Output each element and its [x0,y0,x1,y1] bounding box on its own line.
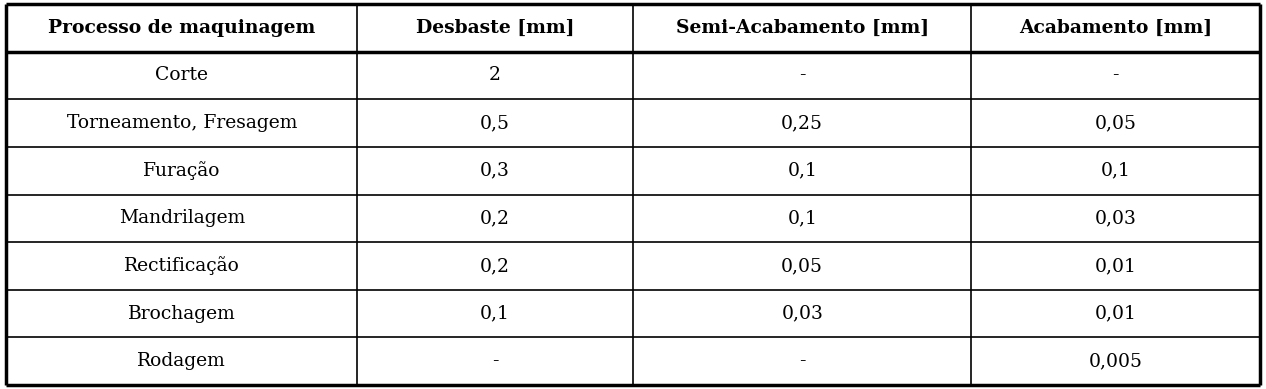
Text: Rectificação: Rectificação [124,256,239,275]
Text: -: - [799,67,805,84]
Text: 0,005: 0,005 [1089,352,1142,370]
Text: 0,1: 0,1 [480,305,510,322]
Text: 0,05: 0,05 [1095,114,1137,132]
Text: Mandrilagem: Mandrilagem [119,209,244,227]
Text: 0,03: 0,03 [1095,209,1137,227]
Text: Processo de maquinagem: Processo de maquinagem [48,19,315,37]
Text: 0,2: 0,2 [480,257,510,275]
Text: Brochagem: Brochagem [128,305,235,322]
Text: Corte: Corte [156,67,209,84]
Text: Rodagem: Rodagem [138,352,227,370]
Text: 2: 2 [489,67,501,84]
Text: Semi-Acabamento [mm]: Semi-Acabamento [mm] [676,19,929,37]
Text: Furação: Furação [143,161,220,180]
Text: 0,01: 0,01 [1095,257,1137,275]
Text: 0,25: 0,25 [781,114,823,132]
Text: 0,2: 0,2 [480,209,510,227]
Text: 0,5: 0,5 [480,114,510,132]
Text: 0,1: 0,1 [1100,162,1131,180]
Text: 0,1: 0,1 [787,162,817,180]
Text: -: - [1113,67,1119,84]
Text: Desbaste [mm]: Desbaste [mm] [417,19,575,37]
Text: -: - [492,352,499,370]
Text: 0,05: 0,05 [781,257,823,275]
Text: Torneamento, Fresagem: Torneamento, Fresagem [67,114,298,132]
Text: Acabamento [mm]: Acabamento [mm] [1019,19,1212,37]
Text: -: - [799,352,805,370]
Text: 0,01: 0,01 [1095,305,1137,322]
Text: 0,1: 0,1 [787,209,817,227]
Text: 0,03: 0,03 [781,305,823,322]
Text: 0,3: 0,3 [480,162,510,180]
